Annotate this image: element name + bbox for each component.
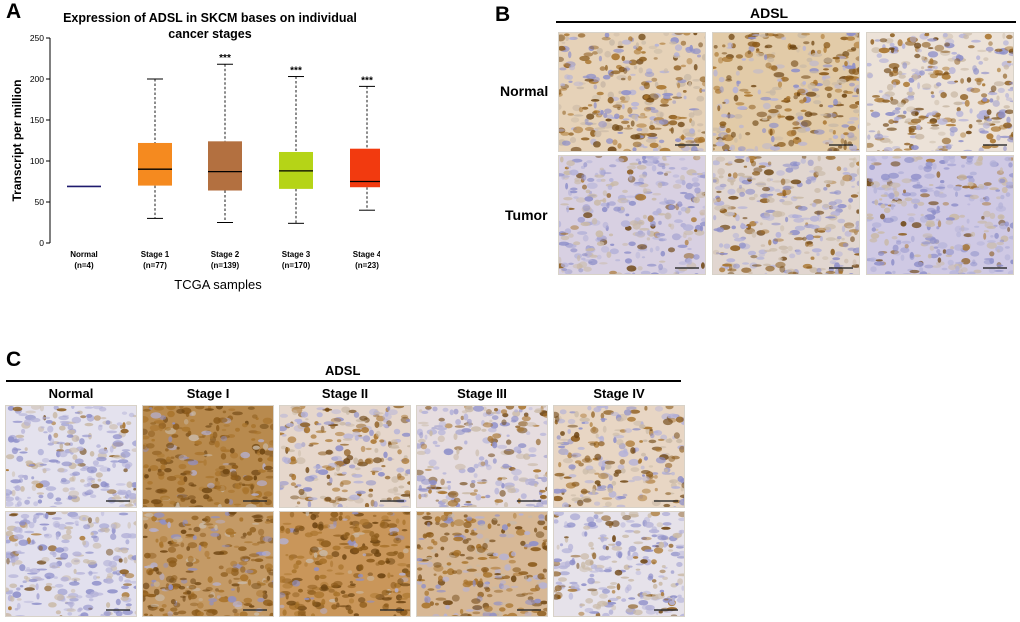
scale-bar [243,500,267,502]
panel-b-header: ADSL [750,5,789,21]
box-iqr [138,142,172,186]
tissue-texture [867,33,1013,151]
tissue-texture [559,33,705,151]
scale-bar [829,144,853,146]
panel-c-image-r1-c3 [279,405,411,508]
box-stage-3: *** [279,66,313,224]
x-tick-count: (n=139) [211,261,240,270]
scale-bar [983,144,1007,146]
y-tick-label: 250 [30,33,44,43]
y-tick-label: 0 [39,238,44,248]
panel-c-col-stage-2: Stage II [321,386,369,401]
panel-c-image-r1-c4 [416,405,548,508]
panel-b-row-normal: Normal [500,83,549,99]
panel-c-image-r2-c1 [5,511,137,617]
x-tick-count: (n=77) [143,261,167,270]
scale-bar [517,500,541,502]
scale-bar [380,500,404,502]
boxplot-chart: 0 50 100 150 200 250 Transcript per million **… [10,33,380,292]
x-axis-label: TCGA samples [174,277,262,292]
scale-bar [675,144,699,146]
panel-c-image-r2-c5 [553,511,685,617]
tissue-texture [280,512,410,616]
y-tick-label: 50 [35,197,45,207]
panel-b-image-r2-c1 [558,155,706,275]
panel-c-col-stage-1: Stage I [186,386,230,401]
tissue-texture [713,33,859,151]
significance-mark: *** [219,53,231,64]
scale-bar [243,609,267,611]
tissue-texture [280,406,410,507]
panel-c-image-r1-c5 [553,405,685,508]
x-tick-count: (n=23) [355,261,379,270]
panel-c-image-r2-c4 [416,511,548,617]
box-stage-4: *** [350,75,380,211]
panel-c-col-stage-4: Stage IV [593,386,645,401]
significance-mark: *** [361,75,373,86]
box-stage-1 [138,78,172,219]
x-tick-label: Stage 1 [141,250,170,259]
panel-b-image-r1-c2 [712,32,860,152]
significance-mark: *** [290,66,302,77]
panel-c-image-r2-c2 [142,511,274,617]
scale-bar [106,609,130,611]
panel-b-image-r2-c3 [866,155,1014,275]
tissue-texture [143,406,273,507]
x-tick-count: (n=4) [74,261,94,270]
panel-c-letter: C [6,348,22,371]
tissue-texture [6,512,136,616]
panel-b-image-r1-c3 [866,32,1014,152]
panel-b-row-tumor: Tumor [505,207,548,223]
x-tick-label: Stage 3 [282,250,311,259]
box-iqr [350,148,380,188]
chart-title: Expression of ADSL in SKCM bases on indi… [63,11,357,41]
scale-bar [654,500,678,502]
scale-bar [675,267,699,269]
scale-bar [380,609,404,611]
panel-b-letter: B [495,3,511,26]
panel-c-col-stage-3: Stage III [457,386,507,401]
y-tick-label: 150 [30,115,44,125]
tissue-texture [6,406,136,507]
scale-bar [106,500,130,502]
panel-c-col-normal: Normal [48,386,94,401]
x-tick-label: Stage 2 [211,250,240,259]
y-axis-label: Transcript per million [10,79,24,201]
panel-b-image-r2-c2 [712,155,860,275]
tissue-texture [554,512,684,616]
tissue-texture [867,156,1013,274]
panel-b-header-line [556,21,1016,23]
tissue-texture [713,156,859,274]
tissue-texture [554,406,684,507]
box-stage-2: *** [208,53,242,223]
scale-bar [983,267,1007,269]
box-iqr [208,141,242,191]
panel-c-header-line [6,380,681,382]
panel-c-image-r2-c3 [279,511,411,617]
panel-c-header: ADSL [325,363,361,378]
x-tick-count: (n=170) [282,261,311,270]
scale-bar [654,609,678,611]
y-tick-label: 200 [30,74,44,84]
x-tick-label: Normal [70,250,98,259]
scale-bar [829,267,853,269]
panel-c-image-r1-c1 [5,405,137,508]
panel-a-letter: A [6,0,22,23]
y-tick-label: 100 [30,156,44,166]
tissue-texture [417,512,547,616]
tissue-texture [559,156,705,274]
tissue-texture [143,512,273,616]
scale-bar [517,609,541,611]
panel-b-image-r1-c1 [558,32,706,152]
panel-c-image-r1-c2 [142,405,274,508]
tissue-texture [417,406,547,507]
x-tick-label: Stage 4 [353,250,380,259]
